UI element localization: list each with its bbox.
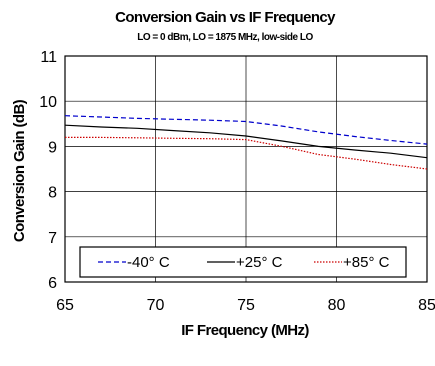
x-tick-label: 80 (328, 297, 346, 314)
x-tick-label: 85 (418, 297, 435, 314)
x-tick-label: 75 (237, 297, 255, 314)
series-lines (64, 115, 428, 170)
x-tick-label: 70 (147, 297, 165, 314)
y-tick-label: 10 (39, 94, 57, 111)
series-line (65, 136, 428, 170)
legend-label: -40° C (127, 254, 170, 271)
x-tick-label: 65 (56, 297, 74, 314)
y-tick-label: 8 (48, 185, 57, 202)
legend-label: +85° C (343, 254, 390, 271)
y-tick-labels: 6 7 8 9 10 11 (39, 49, 57, 292)
x-tick-labels: 65 70 75 80 85 (56, 297, 435, 314)
y-tick-label: 6 (48, 275, 57, 292)
series-line (64, 115, 428, 145)
legend-box (79, 246, 407, 278)
y-axis-label: Conversion Gain (dB) (11, 99, 28, 242)
chart-title: Conversion Gain vs IF Frequency (115, 9, 336, 26)
gridlines (65, 56, 427, 282)
legend-label: +25° C (236, 254, 283, 271)
y-tick-label: 11 (40, 49, 57, 66)
y-tick-label: 9 (48, 139, 57, 156)
series-line (64, 124, 428, 159)
y-tick-label: 7 (48, 230, 57, 247)
chart-subtitle: LO = 0 dBm, LO = 1875 MHz, low-side LO (137, 32, 313, 43)
x-axis-label: IF Frequency (MHz) (181, 322, 309, 339)
legend: -40° C +25° C +85° C (79, 246, 407, 278)
